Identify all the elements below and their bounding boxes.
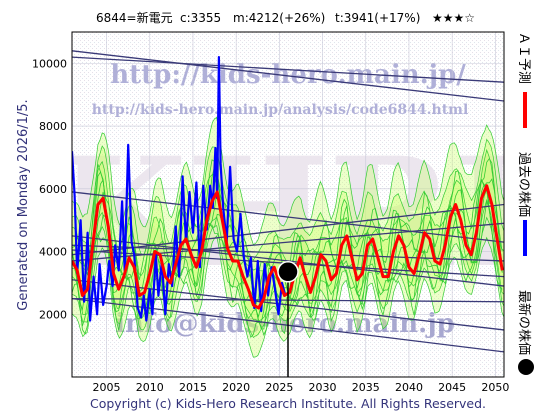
x-tick-label: 2025 <box>265 381 293 394</box>
trend-line <box>72 50 504 102</box>
forecast-line <box>72 184 504 310</box>
x-tick-label: 2030 <box>309 381 337 394</box>
stock-code-name: 6844=新電元 <box>96 10 173 25</box>
series-layer <box>72 56 504 322</box>
plot-frame <box>71 31 505 378</box>
generated-date-label: Generated on Monday 2026/1/5. <box>16 99 31 310</box>
target-estimate: t:3941(+17%) <box>335 11 420 25</box>
legend: ＡＩ予測 過去の株価 最新の株価 <box>516 32 534 375</box>
legend-latest-dot <box>518 359 534 375</box>
trend-line <box>72 222 504 262</box>
x-tick-label: 2050 <box>481 381 509 394</box>
copyright: Copyright (c) Kids-Hero Research Institu… <box>90 396 486 411</box>
current-price: c:3355 <box>180 11 221 25</box>
latest-marker-group <box>277 261 299 377</box>
rating-stars: ★★★☆ <box>432 11 475 25</box>
legend-past-label: 過去の株価 <box>516 152 531 217</box>
past-price-line <box>72 56 287 322</box>
mid-estimate: m:4212(+26%) <box>233 11 325 25</box>
y-tick-label: 4000 <box>39 246 67 259</box>
latest-price-marker <box>277 261 299 283</box>
x-tick-label: 2005 <box>93 381 121 394</box>
x-tick-label: 2045 <box>438 381 466 394</box>
y-tick-label: 2000 <box>39 308 67 321</box>
legend-latest-label: 最新の株価 <box>516 290 532 355</box>
y-tick-label: 10000 <box>32 57 67 70</box>
legend-forecast-label: ＡＩ予測 <box>516 32 531 84</box>
x-tick-label: 2040 <box>395 381 423 394</box>
x-tick-label: 2020 <box>222 381 250 394</box>
header: 6844=新電元 c:3355 m:4212(+26%) t:3941(+17%… <box>96 10 475 25</box>
x-tick-labels: 2005 2010 2015 2020 2025 2030 2035 2040 2045 2050 <box>93 381 510 394</box>
y-tick-labels: 2000 4000 6000 8000 10000 <box>32 57 67 321</box>
trend-line <box>72 191 504 243</box>
trend-line <box>72 203 504 256</box>
y-tick-label: 6000 <box>39 183 67 196</box>
watermark-url: http://kids-hero.main.jp/ <box>110 60 466 90</box>
trend-line <box>72 56 504 83</box>
y-tick-label: 8000 <box>39 120 67 133</box>
x-tick-label: 2035 <box>352 381 380 394</box>
watermark-analysis-url: http://kids-hero.main.jp/analysis/code68… <box>92 102 469 118</box>
x-tick-label: 2015 <box>179 381 207 394</box>
trend-line <box>72 244 504 262</box>
trend-line <box>72 235 504 287</box>
x-tick-label: 2010 <box>136 381 164 394</box>
